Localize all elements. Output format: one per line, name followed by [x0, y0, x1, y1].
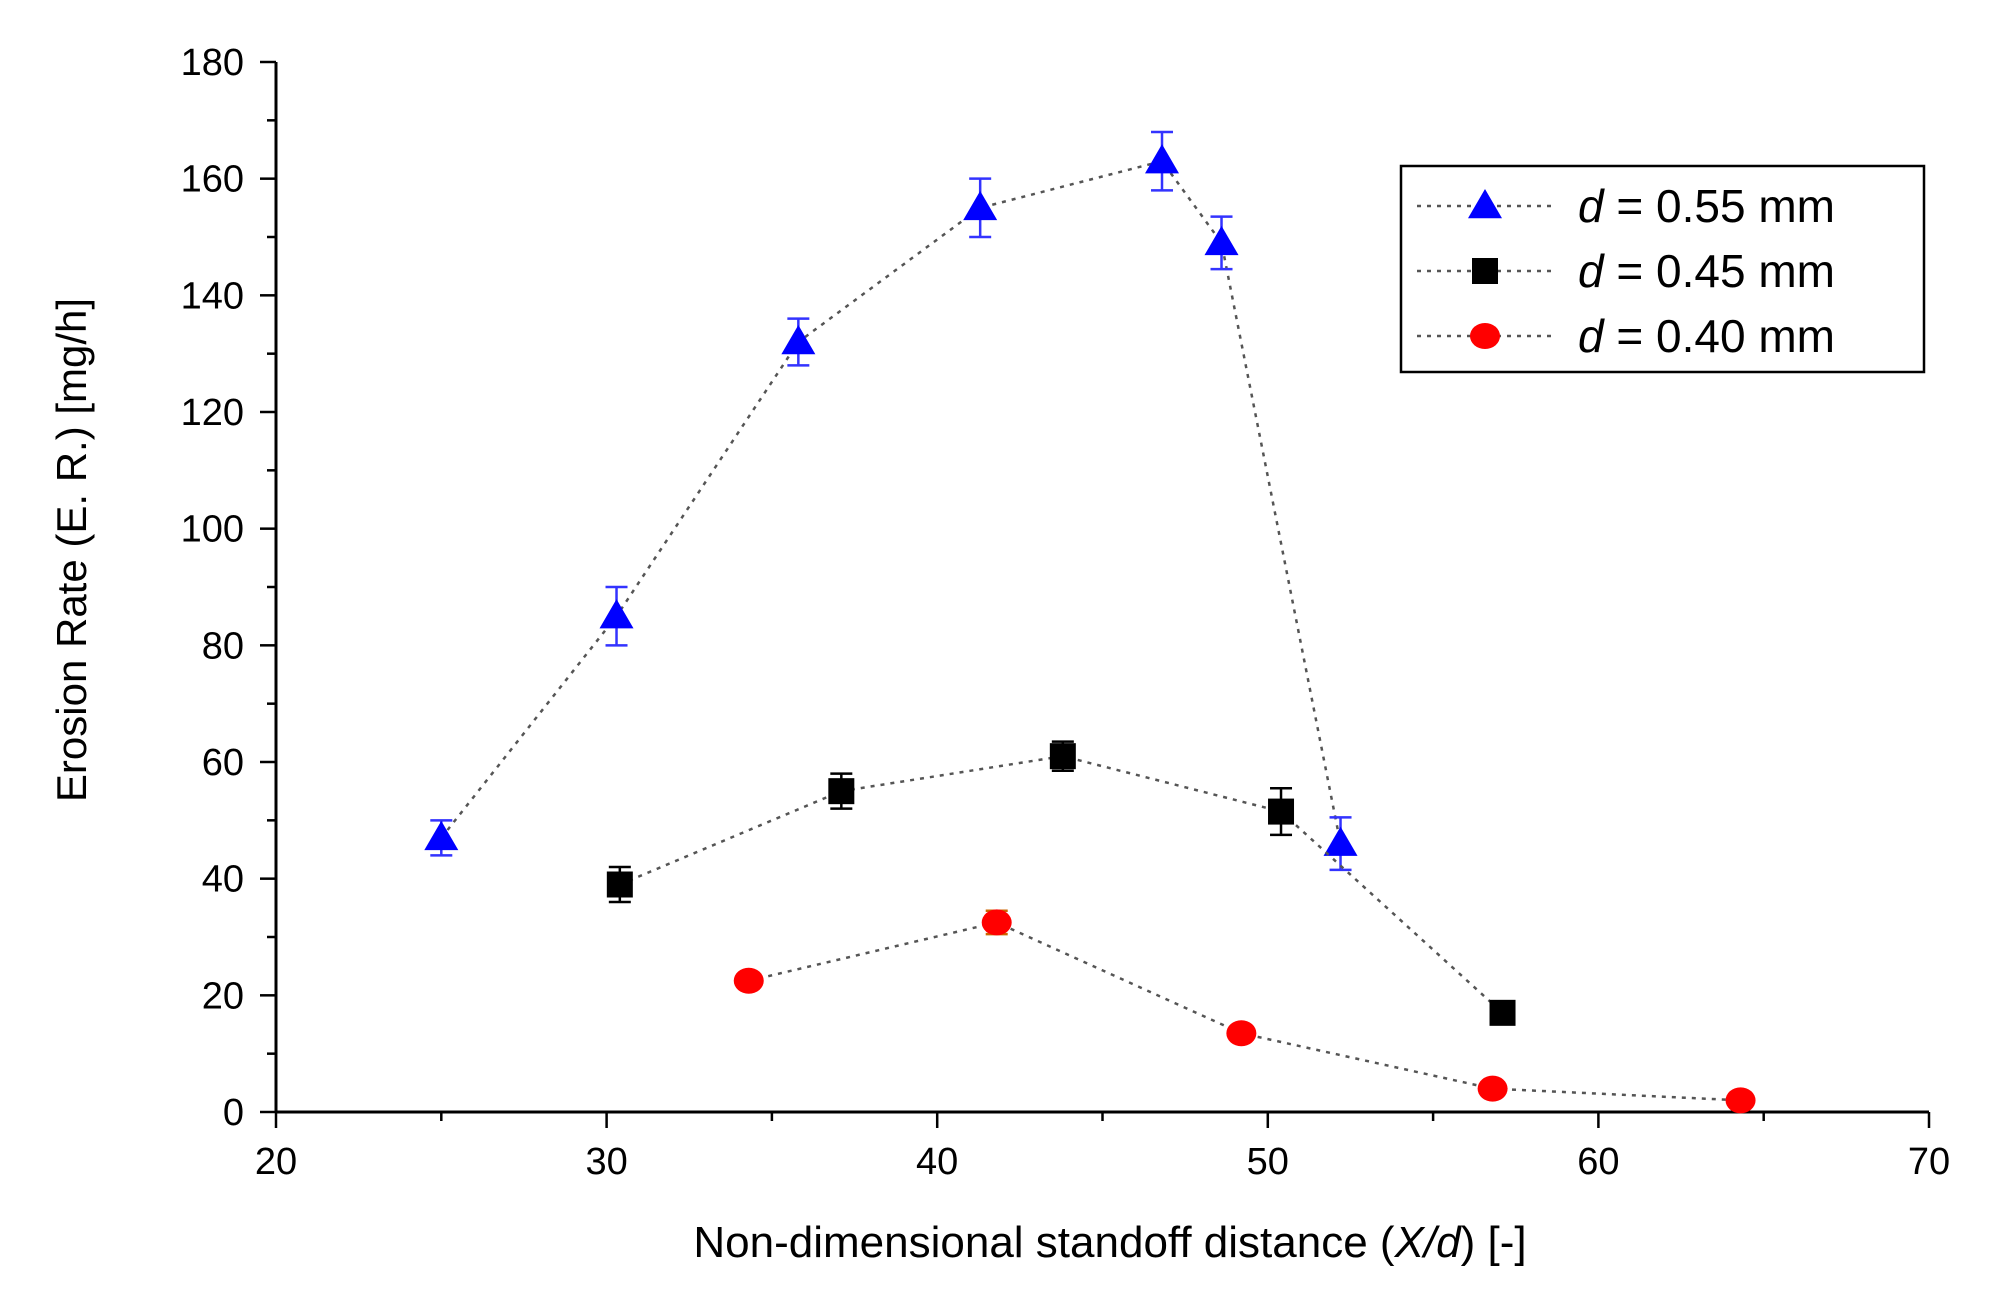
x-tick-label: 70 [1908, 1141, 1950, 1183]
legend-label: d = 0.40 mm [1578, 310, 1835, 362]
data-point [963, 190, 998, 221]
series-line [748, 921, 1741, 1102]
data-point [1323, 826, 1358, 856]
x-axis-label-italic: X/d [1394, 1218, 1463, 1267]
series-line [619, 754, 1504, 1014]
data-point [1204, 225, 1239, 256]
x-axis-label-suffix: ) [-] [1461, 1218, 1527, 1267]
series-layer [424, 130, 1756, 1114]
x-tick-label: 40 [916, 1141, 958, 1183]
data-point [733, 967, 764, 994]
data-point [1145, 144, 1180, 174]
x-axis: 20 30 40 50 60 70 [255, 1112, 1950, 1183]
x-tick-label: 30 [585, 1141, 627, 1183]
y-tick-label: 160 [181, 159, 244, 201]
data-point [1477, 1075, 1508, 1102]
data-point [1226, 1020, 1257, 1047]
x-axis-label-prefix: Non-dimensional standoff distance ( [693, 1218, 1394, 1267]
x-tick-label: 60 [1577, 1141, 1619, 1183]
data-point [599, 599, 634, 629]
legend: d = 0.55 mm d = 0.45 mm d = 0.40 mm [1399, 164, 1926, 374]
data-point [1049, 743, 1076, 770]
data-point [1489, 999, 1516, 1026]
legend-entries: d = 0.55 mm d = 0.45 mm d = 0.40 mm [1417, 180, 1835, 362]
y-tick-label: 20 [202, 975, 244, 1017]
y-tick-label: 140 [181, 275, 244, 317]
legend-marker [1472, 258, 1498, 284]
series-2 [733, 909, 1756, 1114]
data-point [606, 871, 633, 898]
y-tick-label: 100 [181, 509, 244, 551]
series-line [440, 159, 1342, 844]
y-tick-label: 180 [181, 42, 244, 84]
data-point [781, 325, 816, 355]
y-tick-label: 80 [202, 625, 244, 667]
data-point [981, 909, 1012, 936]
y-tick-label: 120 [181, 392, 244, 434]
legend-marker [1470, 323, 1500, 349]
y-tick-label: 0 [223, 1092, 244, 1134]
x-tick-label: 50 [1247, 1141, 1289, 1183]
series-1 [606, 740, 1516, 1026]
y-axis: 0 20 40 60 80 100 120 140 160 180 [181, 42, 276, 1134]
y-axis-label: Erosion Rate (E. R.) [mg/h] [48, 298, 95, 802]
legend-label: d = 0.45 mm [1578, 245, 1835, 297]
y-tick-label: 40 [202, 859, 244, 901]
y-tick-label: 60 [202, 742, 244, 784]
data-point [828, 778, 855, 805]
series-0 [424, 130, 1358, 872]
data-point [1268, 798, 1295, 825]
data-point [424, 820, 459, 851]
legend-marker [1468, 189, 1502, 219]
data-point [1725, 1087, 1756, 1114]
legend-label: d = 0.55 mm [1578, 180, 1835, 232]
x-tick-label: 20 [255, 1141, 297, 1183]
x-axis-label: Non-dimensional standoff distance (X/d) … [693, 1218, 1526, 1267]
